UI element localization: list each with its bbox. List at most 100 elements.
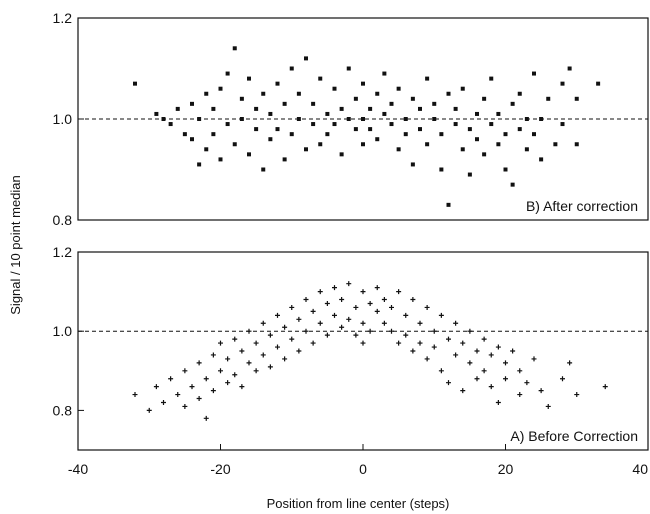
data-point: [346, 316, 352, 322]
data-point: [495, 399, 501, 405]
x-axis-label: Position from line center (steps): [267, 496, 450, 511]
data-point: [560, 376, 565, 382]
data-point: [225, 356, 231, 362]
data-point: [360, 289, 366, 295]
data-point: [453, 352, 459, 358]
data-point: [296, 316, 302, 322]
data-point: [510, 101, 515, 106]
data-point: [439, 167, 444, 172]
data-point: [574, 392, 580, 398]
data-point: [247, 152, 251, 157]
data-point: [332, 86, 337, 91]
data-point: [239, 117, 244, 121]
data-point: [475, 111, 479, 116]
data-point: [517, 91, 522, 96]
data-point: [453, 106, 458, 111]
data-point: [403, 332, 409, 338]
data-point: [289, 336, 295, 342]
data-point: [410, 348, 416, 354]
data-point: [161, 117, 166, 121]
data-point: [190, 101, 194, 106]
data-point: [503, 132, 508, 137]
x-tick-label: 40: [632, 461, 648, 477]
data-point: [460, 340, 466, 346]
x-tick-label: -20: [210, 461, 230, 477]
data-point: [517, 392, 523, 398]
x-tick-label: -40: [68, 461, 88, 477]
data-point: [517, 127, 522, 132]
data-point: [275, 81, 280, 86]
data-point: [596, 81, 601, 86]
data-point: [538, 388, 544, 394]
data-point: [261, 167, 266, 172]
data-point: [353, 127, 358, 132]
data-point: [396, 86, 401, 91]
data-point: [197, 162, 202, 167]
data-point: [346, 66, 351, 71]
data-point: [488, 384, 494, 390]
data-point: [175, 106, 180, 111]
data-point: [168, 122, 173, 127]
data-point: [418, 106, 422, 111]
data-point: [225, 122, 230, 127]
data-point: [510, 182, 515, 187]
data-point: [553, 142, 558, 147]
data-point: [560, 81, 565, 86]
data-point: [218, 86, 223, 91]
data-point: [346, 117, 351, 121]
data-point: [439, 132, 444, 137]
data-point: [503, 376, 508, 382]
data-point: [403, 117, 408, 121]
data-point: [496, 111, 501, 116]
data-point: [467, 127, 472, 132]
data-point: [438, 312, 444, 318]
data-point: [517, 368, 523, 374]
data-point: [317, 289, 323, 295]
data-point: [425, 76, 430, 81]
data-point: [432, 117, 437, 121]
data-point: [303, 297, 309, 303]
data-point: [232, 336, 238, 342]
data-point: [446, 202, 451, 207]
data-point: [203, 376, 209, 382]
data-point: [154, 111, 159, 116]
data-point: [567, 360, 573, 366]
data-point: [317, 320, 323, 326]
data-point: [253, 340, 259, 346]
y-tick-label: 0.8: [53, 402, 73, 418]
data-point: [488, 352, 494, 358]
data-point: [389, 122, 394, 127]
data-point: [253, 368, 259, 374]
data-point: [503, 167, 508, 172]
data-point: [267, 332, 273, 338]
data-point: [190, 137, 194, 142]
data-point: [368, 127, 373, 132]
panel-after-correction: 0.8 1.0 1.2 B) After correction: [53, 10, 649, 228]
data-point: [560, 122, 565, 127]
data-point: [574, 96, 579, 101]
data-point: [467, 328, 473, 334]
data-point: [425, 142, 430, 147]
data-point: [203, 415, 209, 421]
data-point: [324, 300, 330, 306]
data-point: [196, 360, 202, 366]
data-point: [539, 117, 544, 121]
data-point: [239, 348, 245, 354]
data-point: [339, 324, 345, 330]
data-point: [232, 142, 237, 147]
data-point: [282, 324, 288, 330]
data-point: [396, 289, 402, 295]
data-point: [211, 132, 216, 137]
data-point: [567, 66, 572, 71]
data-point: [132, 392, 138, 398]
data-point: [346, 281, 352, 287]
data-point: [431, 328, 437, 334]
panel-label: A) Before Correction: [510, 428, 638, 444]
data-point: [189, 384, 195, 390]
data-point: [210, 388, 216, 394]
data-point: [332, 312, 337, 318]
data-point: [339, 152, 344, 157]
data-point: [474, 348, 480, 354]
data-point: [453, 122, 458, 127]
data-point: [182, 132, 187, 137]
